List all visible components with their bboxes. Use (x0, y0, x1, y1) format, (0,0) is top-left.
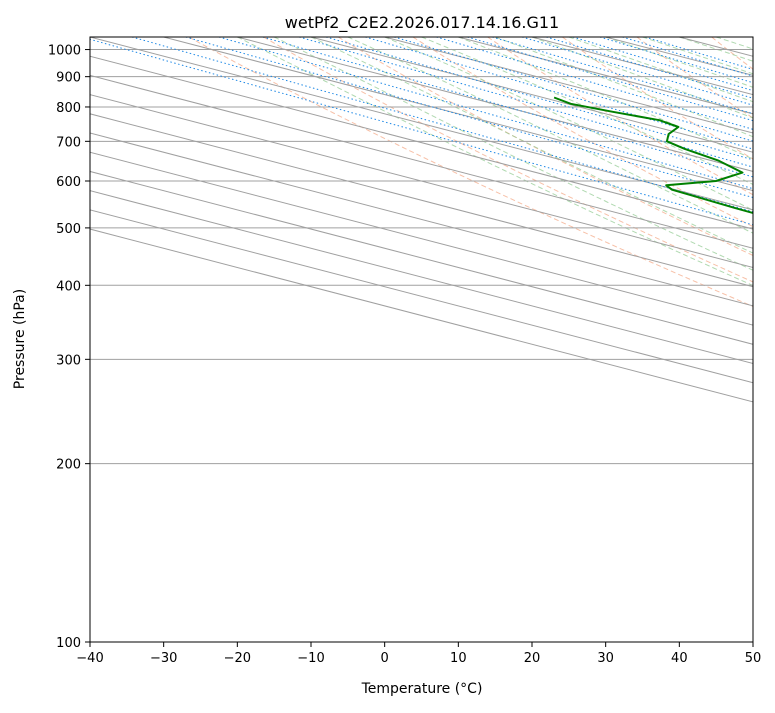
x-tick-label: −40 (76, 651, 103, 666)
y-axis-label: Pressure (hPa) (12, 289, 28, 389)
y-tick-label: 700 (56, 135, 81, 150)
y-tick-label: 300 (56, 353, 81, 368)
temperature-profile-line (764, 98, 775, 643)
y-tick-label: 1000 (48, 44, 81, 59)
x-tick-label: 0 (381, 651, 389, 666)
y-tick-label: 800 (56, 101, 81, 116)
x-tick-label: 50 (745, 651, 762, 666)
x-tick-label: −20 (224, 651, 251, 666)
y-tick-label: 400 (56, 279, 81, 294)
y-tick-label: 900 (56, 71, 81, 86)
chart-title: wetPf2_C2E2.2026.017.14.16.G11 (285, 13, 559, 33)
x-tick-label: 10 (450, 651, 467, 666)
x-tick-label: −30 (150, 651, 177, 666)
x-tick-label: 30 (597, 651, 614, 666)
y-tick-label: 600 (56, 175, 81, 190)
y-tick-label: 500 (56, 222, 81, 237)
x-tick-label: −10 (297, 651, 324, 666)
x-axis-label: Temperature (°C) (361, 681, 483, 697)
mixing-ratio-label: 0.1 (751, 211, 774, 231)
x-tick-label: 20 (524, 651, 541, 666)
x-tick-label: 40 (671, 651, 688, 666)
plot-background (90, 37, 753, 642)
y-tick-label: 100 (56, 636, 81, 651)
isotherm-line (753, 37, 775, 642)
y-tick-label: 200 (56, 458, 81, 473)
